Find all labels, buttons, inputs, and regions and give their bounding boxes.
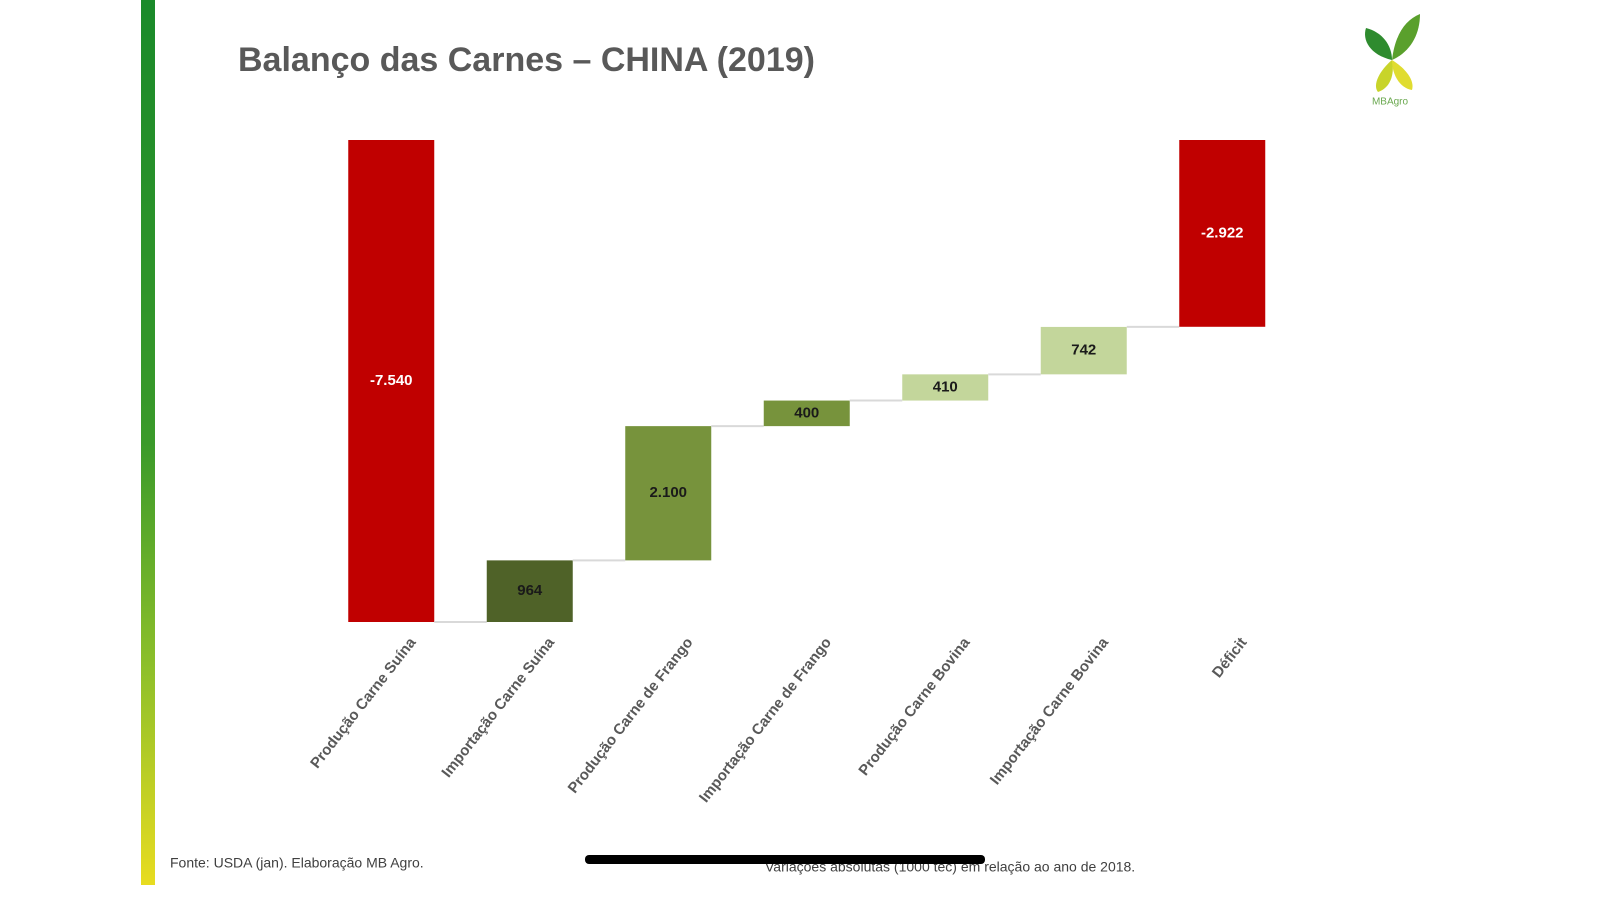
bar [763, 400, 850, 427]
bar [902, 374, 989, 401]
bar [348, 140, 435, 622]
bar [625, 426, 712, 561]
value-label: 2.100 [649, 484, 687, 501]
scrub-bar [585, 855, 985, 864]
value-label: -2.922 [1201, 224, 1244, 241]
logo: MBAgro [1365, 14, 1420, 108]
value-label: 742 [1071, 342, 1096, 359]
bar [486, 560, 573, 622]
value-label: 400 [794, 404, 819, 421]
side-bar [141, 0, 155, 885]
source: Fonte: USDA (jan). Elaboração MB Agro. [170, 855, 424, 871]
bar [1179, 140, 1266, 327]
chart-title: Balanço das Carnes – CHINA (2019) [238, 41, 815, 79]
bar [1040, 326, 1127, 375]
value-label: 410 [933, 378, 958, 395]
value-label: -7.540 [370, 372, 413, 389]
logo-text: MBAgro [1372, 97, 1409, 108]
value-label: 964 [517, 582, 543, 599]
